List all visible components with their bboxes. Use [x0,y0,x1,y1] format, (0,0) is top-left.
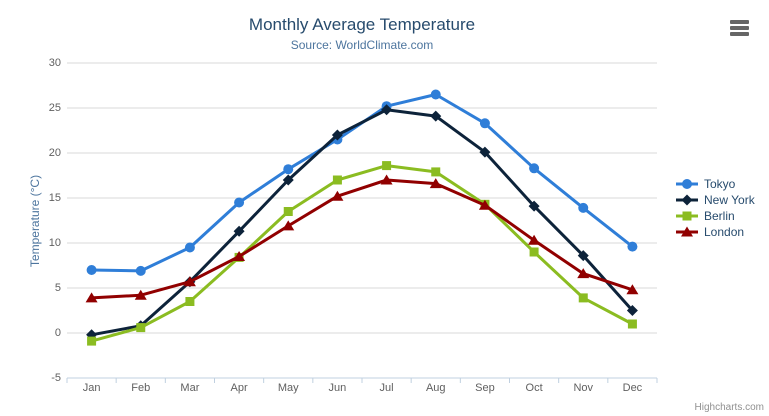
data-point-tokyo[interactable] [86,265,97,275]
data-point-tokyo[interactable] [529,163,540,174]
data-point-tokyo[interactable] [627,241,638,252]
data-point-tokyo[interactable] [184,242,195,253]
y-axis-label: 15 [48,192,61,204]
legend-marker-square-icon [676,211,698,221]
data-point-new-york[interactable] [233,225,245,237]
data-point-new-york[interactable] [430,110,442,122]
chart-title: Monthly Average Temperature [248,15,476,34]
data-point-tokyo[interactable] [135,265,146,276]
x-axis-label: Jan [82,382,101,394]
data-point-berlin[interactable] [283,207,293,216]
x-axis-label: Mar [180,382,200,394]
data-point-london[interactable] [282,220,295,231]
x-axis-label: Sep [475,382,495,394]
chart-subtitle: Source: WorldClimate.com [290,38,434,52]
data-point-london[interactable] [380,174,393,185]
y-axis-label: 10 [48,237,61,249]
legend-label: New York [704,193,755,207]
legend-marker-circle-icon [676,179,698,189]
x-axis-label: Feb [131,382,151,394]
data-point-london[interactable] [429,178,442,189]
data-point-new-york[interactable] [479,146,491,158]
x-axis-label: May [277,382,299,394]
series-line-london [90,178,634,300]
data-point-new-york[interactable] [381,104,393,116]
data-point-berlin[interactable] [185,297,195,306]
data-point-london[interactable] [478,199,491,210]
data-point-berlin[interactable] [332,175,342,185]
x-axis-label: Jun [328,382,347,394]
data-point-tokyo[interactable] [283,164,294,175]
legend: Tokyo New York Berlin London [675,176,755,240]
y-axis-label: 5 [54,282,61,294]
credits-link[interactable]: Highcharts.com [694,402,764,413]
hamburger-icon [730,32,749,36]
data-point-london[interactable] [85,292,98,303]
data-point-berlin[interactable] [431,167,441,177]
export-menu-button[interactable] [728,18,752,40]
data-point-london[interactable] [331,190,344,201]
data-point-london[interactable] [233,251,246,261]
data-point-new-york[interactable] [577,250,589,262]
data-point-new-york[interactable] [331,129,343,141]
data-point-tokyo[interactable] [234,197,245,208]
y-axis-label: 0 [54,327,61,339]
x-axis-label: Dec [622,382,643,394]
legend-item-tokyo[interactable]: Tokyo [675,176,755,192]
hamburger-icon [730,26,749,30]
x-axis-label: Nov [573,382,594,394]
data-point-london[interactable] [626,284,639,295]
data-point-tokyo[interactable] [430,89,441,100]
data-point-berlin[interactable] [627,319,637,329]
legend-label: Tokyo [704,177,736,191]
data-point-berlin[interactable] [529,247,539,257]
data-point-berlin[interactable] [136,323,146,333]
x-axis-label: Oct [525,382,543,394]
data-point-berlin[interactable] [578,293,588,303]
legend-marker-diamond-icon [676,194,698,206]
x-axis-label: Apr [230,382,248,394]
y-axis-label: 30 [48,57,61,69]
hamburger-icon [730,20,749,24]
y-axis-label: 25 [48,102,61,114]
legend-label: Berlin [704,209,735,223]
legend-item-new-york[interactable]: New York [675,192,755,208]
x-axis-label: Jul [379,382,394,394]
data-point-london[interactable] [528,234,541,245]
data-point-berlin[interactable] [87,336,97,346]
y-axis-label: -5 [51,372,61,384]
data-point-london[interactable] [183,276,196,287]
data-point-tokyo[interactable] [578,202,589,213]
y-axis-label: 20 [48,147,61,159]
legend-item-london[interactable]: London [675,224,755,240]
legend-marker-triangle-icon [676,226,698,237]
legend-item-berlin[interactable]: Berlin [675,208,755,224]
series-line-berlin [90,164,634,343]
data-point-tokyo[interactable] [479,118,490,129]
data-point-london[interactable] [577,268,590,279]
x-axis-label: Aug [425,382,446,394]
legend-label: London [704,225,745,239]
data-point-new-york[interactable] [626,305,638,316]
data-point-berlin[interactable] [382,161,392,171]
data-point-london[interactable] [134,289,147,300]
data-point-new-york[interactable] [282,174,294,186]
data-point-new-york[interactable] [528,200,540,212]
series-line-new-york [90,108,634,337]
